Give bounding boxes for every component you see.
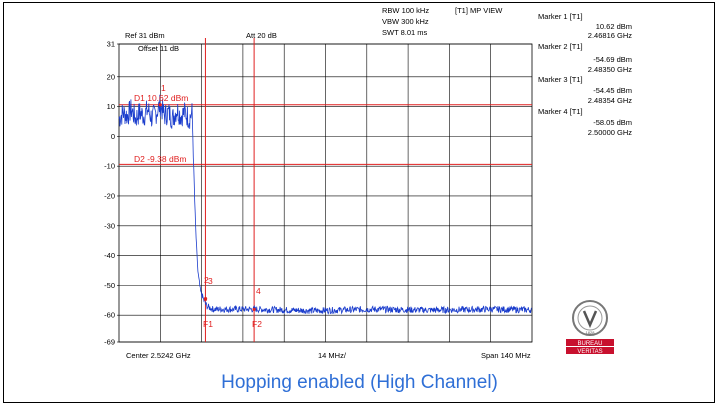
y-tick-label: 20 — [107, 72, 115, 81]
y-tick-label: -20 — [104, 191, 115, 200]
display-line-d1-label: D1 10.62 dBm — [134, 93, 189, 103]
y-tick-label: 0 — [111, 132, 115, 141]
marker-3-title: Marker 3 [T1] — [538, 75, 583, 84]
y-tick-label: -40 — [104, 251, 115, 260]
marker-4-title: Marker 4 [T1] — [538, 107, 583, 116]
marker-2-level: -54.69 dBm — [593, 55, 632, 64]
division-label: 14 MHz/ — [318, 351, 346, 360]
y-tick-label: 10 — [107, 102, 115, 111]
marker-1-level: 10.62 dBm — [595, 22, 632, 31]
marker-2-title: Marker 2 [T1] — [538, 42, 583, 51]
marker-2-number: 2 — [204, 275, 209, 285]
center-frequency-label: Center 2.5242 GHz — [126, 351, 191, 360]
vbw-label: VBW 300 kHz — [382, 17, 429, 26]
display-lines — [119, 38, 532, 342]
y-tick-label: -10 — [104, 162, 115, 171]
view-label: [T1] MP VIEW — [455, 6, 503, 15]
y-tick-label: -50 — [104, 281, 115, 290]
swt-label: SWT 8.01 ms — [382, 28, 428, 37]
marker-points — [158, 103, 256, 311]
bureau-veritas-logo: BUREAU VERITAS 1828 — [562, 296, 618, 358]
spectrum-trace — [118, 94, 532, 315]
y-tick-label: 31 — [107, 40, 115, 49]
svg-text:1828: 1828 — [586, 330, 596, 335]
rbw-label: RBW 100 kHz — [382, 6, 430, 15]
span-label: Span 140 MHz — [481, 351, 531, 360]
marker-1-title: Marker 1 [T1] — [538, 12, 583, 21]
marker-2-freq: 2.48350 GHz — [587, 65, 632, 74]
y-tick-label: -60 — [104, 311, 115, 320]
y-axis-ticks: 31 20 10 0 -10 -20 -30 -40 -50 -60 -69 — [104, 40, 119, 347]
ref-level-label: Ref 31 dBm — [125, 31, 165, 40]
marker-1-number: 1 — [161, 83, 166, 93]
plot-grid — [118, 43, 533, 343]
marker-4-number: 4 — [256, 286, 261, 296]
svg-text:BUREAU: BUREAU — [577, 341, 602, 347]
svg-text:VERITAS: VERITAS — [577, 349, 602, 355]
y-tick-label: -30 — [104, 221, 115, 230]
display-line-d2-label: D2 -9.38 dBm — [134, 154, 187, 164]
freq-line-f2-label: F2 — [252, 319, 262, 329]
marker-3-number: 3 — [208, 276, 213, 286]
marker-1-freq: 2.46816 GHz — [587, 31, 632, 40]
y-tick-label: -69 — [104, 338, 115, 347]
figure-caption: Hopping enabled (High Channel) — [221, 372, 498, 393]
marker-3-point — [203, 297, 208, 301]
screenshot-frame — [3, 2, 715, 403]
marker-3-level: -54.45 dBm — [593, 86, 632, 95]
trace-path — [118, 94, 532, 315]
marker-3-freq: 2.48354 GHz — [587, 96, 632, 105]
freq-line-f1-label: F1 — [203, 319, 213, 329]
marker-1-point — [158, 103, 162, 107]
marker-4-level: -58.05 dBm — [593, 118, 632, 127]
marker-4-point — [252, 307, 256, 311]
attenuation-label: Att 20 dB — [246, 31, 277, 40]
marker-4-freq: 2.50000 GHz — [587, 128, 632, 137]
offset-label: Offset 11 dB — [138, 44, 179, 53]
